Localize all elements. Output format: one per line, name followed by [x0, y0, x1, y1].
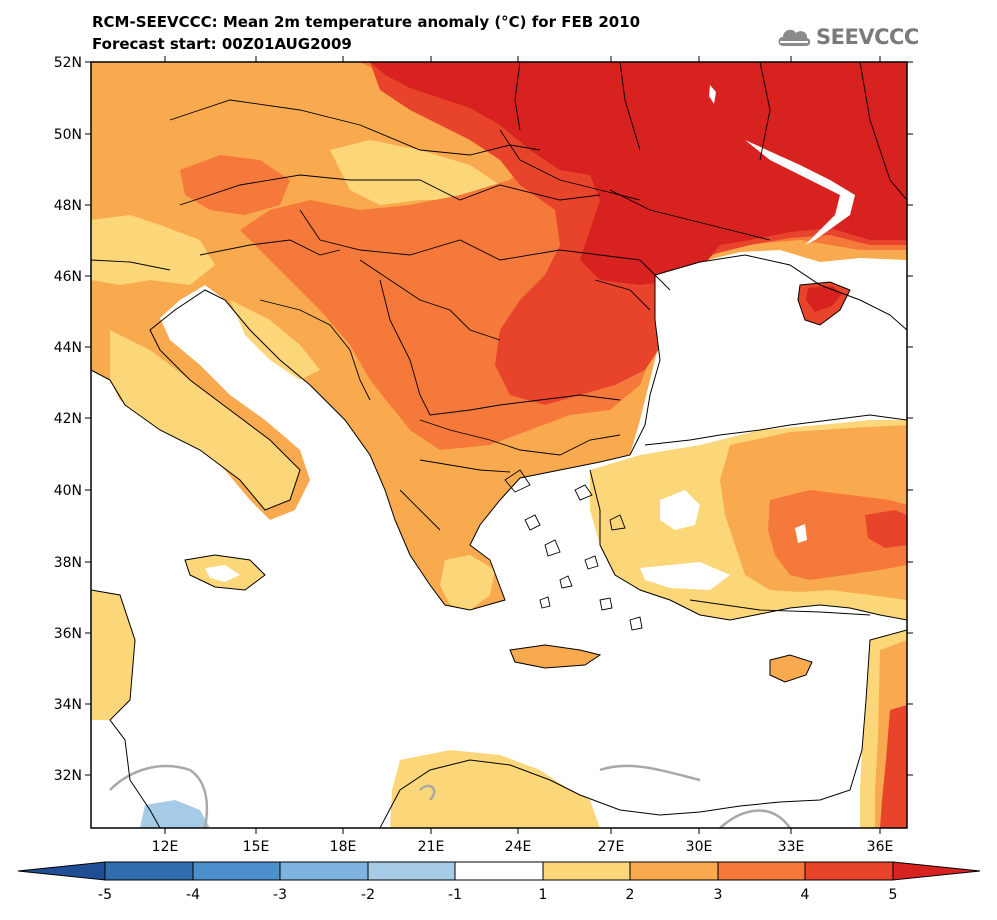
legend-label: 5	[889, 887, 898, 903]
lat-label: 38N	[54, 555, 82, 571]
legend-labels: -5 -4 -3 -2 -1 1 2 3 4 5	[98, 887, 897, 903]
anatolia-neutral-1	[660, 490, 700, 530]
sicily-neutral	[205, 565, 240, 582]
legend-arrow-right	[892, 861, 981, 881]
lat-label: 34N	[54, 697, 82, 713]
legend-swatch	[192, 861, 281, 881]
legend-swatch	[367, 861, 456, 881]
forecast-start: Forecast start: 00Z01AUG2009	[92, 35, 352, 53]
anatolia-4to5	[865, 510, 907, 548]
lon-label: 24E	[505, 839, 532, 855]
legend-swatch	[542, 861, 631, 881]
cyprus	[770, 655, 812, 682]
legend-swatch	[804, 861, 894, 881]
map-title: RCM-SEEVCCC: Mean 2m temperature anomaly…	[92, 13, 641, 31]
lon-label: 15E	[243, 839, 270, 855]
lat-label: 36N	[54, 626, 82, 642]
longitude-axis: 12E 15E 18E 21E 24E 27E 30E 33E 36E	[152, 56, 894, 855]
lat-label: 40N	[54, 483, 82, 499]
legend-swatch	[104, 861, 194, 881]
legend-label: -1	[448, 887, 462, 903]
lat-label: 46N	[54, 269, 82, 285]
legend-swatch	[454, 861, 544, 881]
dnieper-dot	[709, 85, 716, 104]
logo-text: SEEVCCC	[816, 25, 919, 49]
legend-label: -5	[98, 887, 112, 903]
seevccc-logo: SEEVCCC	[776, 24, 919, 50]
anomaly-3to4-austria	[180, 155, 290, 215]
anomaly-1to2-central	[330, 140, 500, 205]
legend-swatch	[629, 861, 719, 881]
lon-label: 30E	[686, 839, 713, 855]
color-legend	[17, 861, 981, 881]
lat-label: 52N	[54, 55, 82, 71]
lon-label: 18E	[330, 839, 357, 855]
country-borders	[91, 62, 907, 616]
legend-label: -2	[361, 887, 375, 903]
legend-label: 4	[801, 887, 810, 903]
coastlines	[91, 254, 907, 828]
lat-label: 50N	[54, 127, 82, 143]
lat-label: 48N	[54, 198, 82, 214]
anomaly-field	[91, 62, 907, 828]
anatolia-3to4	[768, 490, 907, 580]
tunisia-coast	[91, 590, 135, 720]
lon-label: 21E	[418, 839, 445, 855]
legend-label: 2	[626, 887, 635, 903]
crimea-core	[806, 286, 842, 312]
anomaly-1to2-alps	[91, 215, 215, 285]
lat-label: 44N	[54, 340, 82, 356]
map-frame	[90, 61, 908, 829]
levant-hot	[880, 705, 907, 828]
anatolia-neutral-2	[640, 562, 730, 590]
legend-label: -4	[186, 887, 200, 903]
anomaly-1to2-adriatic	[230, 300, 320, 380]
lat-label: 42N	[54, 411, 82, 427]
lon-label: 12E	[152, 839, 179, 855]
legend-swatch	[279, 861, 369, 881]
lon-label: 33E	[778, 839, 805, 855]
lon-label: 27E	[598, 839, 625, 855]
anomaly-above5-core	[370, 62, 907, 285]
aegean-islands	[504, 469, 643, 631]
lat-label: 32N	[54, 768, 82, 784]
legend-label: -3	[273, 887, 287, 903]
legend-arrow-left	[17, 861, 106, 881]
anatolia-neutral-3	[795, 524, 807, 543]
libya-cool-patch	[140, 800, 210, 828]
legend-label: 1	[539, 887, 548, 903]
libya-contour	[109, 764, 792, 828]
crete	[510, 645, 600, 668]
cloud-icon	[778, 29, 811, 46]
anomaly-1to2-italy-coast	[110, 330, 300, 510]
legend-label: 3	[714, 887, 723, 903]
legend-swatch	[717, 861, 806, 881]
peloponnese	[440, 555, 495, 610]
libya-coast-warm	[390, 750, 600, 828]
lon-label: 36E	[867, 839, 894, 855]
latitude-axis: 52N 50N 48N 46N 44N 42N 40N 38N 36N 34N …	[54, 55, 913, 784]
